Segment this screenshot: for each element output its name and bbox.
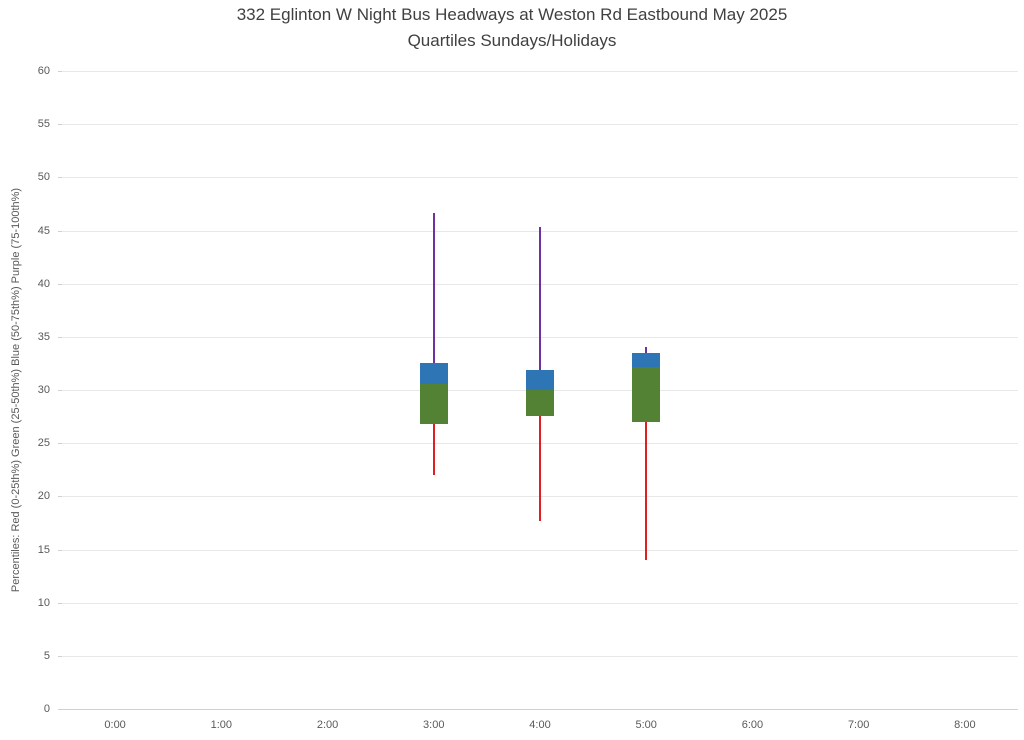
y-tick-label: 10 — [37, 596, 50, 609]
chart-subtitle: Quartiles Sundays/Holidays — [407, 31, 617, 50]
gridline — [62, 124, 1018, 126]
box-q2-green — [419, 383, 448, 425]
y-tick-mark — [58, 549, 62, 551]
y-tick-mark — [58, 655, 62, 657]
chart-title: 332 Eglinton W Night Bus Headways at Wes… — [236, 5, 788, 24]
x-tick-label: 8:00 — [954, 719, 976, 731]
y-tick-mark — [58, 71, 62, 72]
x-tick-label: 5:00 — [635, 719, 657, 731]
y-tick-mark — [58, 390, 62, 391]
plot-area — [62, 71, 1018, 710]
box-q2-green — [632, 366, 661, 422]
whisker-lower-red — [645, 421, 648, 561]
y-tick-label: 0 — [43, 703, 50, 715]
y-tick-label: 45 — [37, 224, 50, 237]
whisker-upper-purple — [432, 213, 435, 364]
y-tick-mark — [58, 709, 62, 710]
y-tick-mark — [58, 443, 62, 445]
y-tick-label: 50 — [37, 171, 50, 184]
x-tick-label: 4:00 — [529, 719, 551, 731]
whisker-upper-purple — [645, 347, 648, 353]
y-tick-label: 20 — [37, 490, 50, 503]
y-tick-label: 35 — [37, 330, 50, 343]
gridline — [62, 549, 1018, 551]
x-axis-line — [62, 709, 1018, 710]
y-tick-label: 60 — [37, 65, 50, 77]
x-tick-label: 0:00 — [104, 719, 126, 731]
box-q3-blue — [632, 352, 661, 367]
y-tick-mark — [58, 283, 62, 285]
y-tick-label: 30 — [37, 384, 50, 396]
whisker-lower-red — [432, 424, 435, 476]
y-tick-mark — [58, 336, 62, 338]
y-tick-label: 55 — [37, 118, 50, 131]
x-tick-label: 2:00 — [316, 719, 339, 731]
gridline — [62, 602, 1018, 604]
x-tick-label: 7:00 — [847, 719, 870, 731]
box-q3-blue — [526, 369, 554, 390]
y-tick-mark — [58, 177, 62, 179]
x-tick-label: 3:00 — [423, 719, 445, 731]
gridline — [62, 655, 1018, 657]
box-q2-green — [526, 390, 554, 416]
whisker-lower-red — [539, 415, 541, 521]
box-q3-blue — [419, 363, 448, 384]
y-tick-label: 5 — [43, 649, 50, 662]
y-tick-mark — [58, 496, 62, 498]
whisker-upper-purple — [539, 227, 541, 370]
y-tick-mark — [58, 124, 62, 126]
y-tick-label: 40 — [37, 277, 50, 290]
y-tick-mark — [58, 602, 62, 604]
y-tick-label: 15 — [37, 543, 50, 556]
x-tick-label: 6:00 — [741, 719, 764, 731]
x-tick-label: 1:00 — [210, 719, 233, 731]
y-tick-label: 25 — [37, 437, 50, 450]
gridline — [62, 71, 1018, 72]
gridline — [62, 177, 1018, 179]
y-tick-mark — [58, 230, 62, 232]
